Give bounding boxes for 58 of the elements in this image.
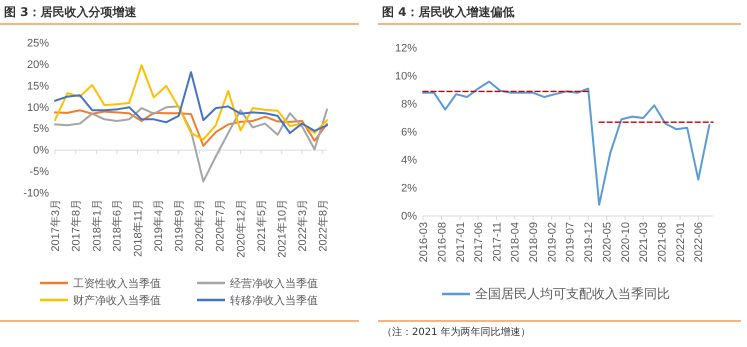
x-tick-label: 2020-05 (601, 222, 614, 262)
x-tick-label: 2022年8月 (318, 199, 330, 252)
x-tick-label: 2017-06 (472, 222, 485, 262)
x-tick-label: 2022-06 (693, 222, 706, 262)
y-tick-label: 4% (401, 154, 418, 167)
chart-title: 图 4：居民收入增速偏低 (382, 5, 515, 19)
x-tick-label: 2022-01 (674, 222, 687, 262)
y-tick-label: 0% (401, 210, 418, 223)
x-tick-label: 2019-12 (583, 222, 596, 262)
y-tick-label: 6% (401, 126, 418, 139)
x-tick-label: 2018年6月 (112, 199, 124, 252)
legend-label: 转移净收入当季值 (230, 294, 318, 307)
line-series (422, 80, 710, 206)
x-tick-label: 2016-08 (436, 222, 448, 262)
chart-title: 图 3：居民收入分项增速 (4, 5, 138, 19)
y-tick-label: 15% (26, 80, 50, 92)
x-tick-label: 2021-03 (638, 222, 650, 262)
x-tick-label: 2020年7月 (214, 199, 227, 252)
x-tick-label: 2017-11 (491, 222, 504, 262)
x-tick-label: 2022年3月 (296, 199, 309, 252)
x-tick-label: 2019-07 (564, 222, 577, 262)
line-series (54, 105, 328, 182)
y-tick-label: 10% (26, 102, 50, 114)
x-tick-label: 2019-02 (546, 222, 559, 262)
x-tick-label: 2018-09 (528, 222, 540, 262)
y-tick-label: -5% (29, 166, 50, 178)
y-tick-label: 2% (401, 182, 418, 195)
legend-label: 财产净收入当季值 (73, 294, 161, 307)
x-tick-label: 2020年12月 (235, 199, 248, 258)
text: （注：2021 年为两年同比增速） (382, 326, 531, 338)
x-tick-label: 2021年10月 (276, 199, 289, 258)
y-tick-label: 0% (33, 144, 50, 157)
y-tick-label: 25% (26, 38, 50, 50)
x-tick-label: 2016-03 (418, 222, 430, 262)
y-tick-label: 12% (394, 42, 418, 55)
x-tick-label: 2017年8月 (70, 199, 83, 252)
line-series (54, 64, 328, 140)
x-tick-label: 2021-08 (656, 222, 668, 262)
x-tick-label: 2018年11月 (132, 199, 144, 257)
legend-label: 经营净收入当季值 (230, 277, 318, 290)
y-tick-label: 10% (394, 70, 418, 83)
x-tick-label: 2017年3月 (50, 199, 62, 252)
y-tick-label: 8% (401, 98, 418, 111)
x-tick-label: 2021年5月 (256, 199, 268, 252)
line-series (54, 71, 328, 134)
legend-label: 工资性收入当季值 (73, 277, 161, 290)
x-tick-label: 2018-04 (510, 222, 522, 262)
x-tick-label: 2017-01 (454, 222, 467, 262)
x-tick-label: 2018年1月 (91, 199, 104, 252)
legend-label: 全国居民人均可支配收入当季同比 (475, 287, 670, 302)
x-tick-label: 2020-10 (620, 222, 632, 262)
y-tick-label: -10% (23, 188, 50, 200)
x-tick-label: 2019年9月 (174, 199, 186, 252)
y-tick-label: 5% (33, 123, 50, 136)
x-tick-label: 2020年2月 (194, 199, 206, 252)
x-tick-label: 2019年4月 (152, 199, 165, 252)
y-tick-label: 20% (26, 58, 50, 71)
line-series (54, 109, 328, 147)
